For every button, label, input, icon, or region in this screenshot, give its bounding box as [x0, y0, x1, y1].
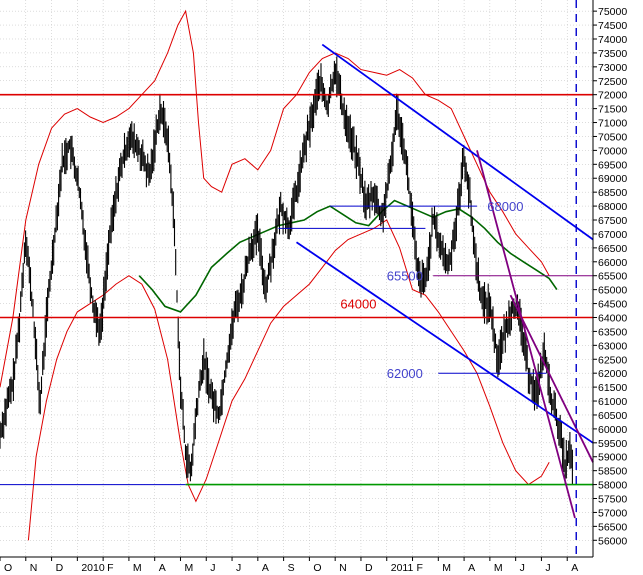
x-tick-label: M [494, 562, 503, 574]
x-tick-label: A [159, 562, 166, 574]
x-tick-label: A [262, 562, 269, 574]
price-series [0, 56, 573, 484]
y-tick-label: 63500 [598, 326, 627, 338]
y-tick-label: 61000 [598, 396, 627, 408]
y-tick-label: 62000 [598, 368, 627, 380]
y-tick-label: 56500 [598, 521, 627, 533]
y-tick-label: 61500 [598, 382, 627, 394]
y-tick-label: 72000 [598, 90, 627, 102]
y-tick-label: 71000 [598, 118, 627, 130]
y-tick-label: 56000 [598, 535, 627, 547]
moving-average [138, 199, 558, 313]
x-tick-label: 2010 [81, 562, 105, 574]
x-tick-label: J [210, 562, 215, 574]
x-tick-label: F [107, 562, 113, 574]
y-tick-label: 70000 [598, 145, 627, 157]
y-tick-label: 73500 [598, 48, 627, 60]
y-tick-label: 68000 [598, 201, 627, 213]
y-tick-label: 66500 [598, 243, 627, 255]
x-tick-label: A [571, 562, 578, 574]
x-tick-label: M [133, 562, 142, 574]
x-tick-label: F [417, 562, 423, 574]
y-tick-label: 66000 [598, 257, 627, 269]
y-tick-label: 58500 [598, 466, 627, 478]
x-axis-ticks: O N D 2010 F M A M J J A S O N D 2011 F M A M J J A [0, 557, 578, 574]
y-tick-label: 57000 [598, 507, 627, 519]
trend-line [295, 241, 594, 444]
x-tick-label: D [365, 562, 373, 574]
y-tick-label: 60500 [598, 410, 627, 422]
y-tick-label: 71500 [598, 104, 627, 116]
trend-line [476, 150, 576, 519]
x-tick-label: S [288, 562, 295, 574]
annotation-label: 62000 [387, 366, 423, 381]
y-tick-label: 62500 [598, 354, 627, 366]
y-tick-label: 75000 [598, 6, 627, 18]
y-tick-label: 69500 [598, 159, 627, 171]
moving-average-line [138, 199, 558, 313]
x-tick-label: O [313, 562, 321, 574]
y-tick-label: 65000 [598, 285, 627, 297]
y-tick-label: 59500 [598, 438, 627, 450]
y-tick-label: 73000 [598, 62, 627, 74]
annotation-label: 68000 [487, 199, 523, 214]
x-tick-label: N [339, 562, 347, 574]
x-tick-label: 2011 [391, 562, 414, 574]
y-tick-label: 74500 [598, 20, 627, 32]
trend-lines [295, 0, 594, 557]
y-tick-label: 63000 [598, 340, 627, 352]
y-tick-label: 60000 [598, 424, 627, 436]
bollinger-upper-line [0, 9, 550, 388]
x-tick-label: O [4, 562, 12, 574]
y-tick-label: 69000 [598, 173, 627, 185]
y-tick-label: 67000 [598, 229, 627, 241]
x-tick-label: A [468, 562, 475, 574]
annotation-label: 64000 [340, 297, 376, 312]
y-tick-label: 70500 [598, 131, 627, 143]
y-tick-label: 59000 [598, 452, 627, 464]
x-tick-label: J [545, 562, 550, 574]
y-tick-label: 57500 [598, 494, 627, 506]
x-tick-label: J [236, 562, 241, 574]
x-tick-label: D [56, 562, 64, 574]
y-tick-label: 64000 [598, 312, 627, 324]
annotation-label: 65500 [387, 269, 423, 284]
plot-background [0, 0, 593, 557]
x-tick-label: M [442, 562, 451, 574]
trend-line [509, 294, 594, 463]
y-tick-label: 74000 [598, 34, 627, 46]
x-tick-label: M [184, 562, 193, 574]
trend-line [321, 43, 594, 241]
y-tick-label: 68500 [598, 187, 627, 199]
annotations: 68000 65500 64000 62000 [340, 199, 523, 381]
horizontal-levels [0, 93, 593, 486]
x-tick-label: N [30, 562, 38, 574]
y-tick-label: 58000 [598, 480, 627, 492]
y-tick-label: 67500 [598, 215, 627, 227]
y-tick-label: 65500 [598, 271, 627, 283]
y-tick-label: 64500 [598, 299, 627, 311]
x-tick-label: J [520, 562, 525, 574]
y-tick-label: 72500 [598, 76, 627, 88]
